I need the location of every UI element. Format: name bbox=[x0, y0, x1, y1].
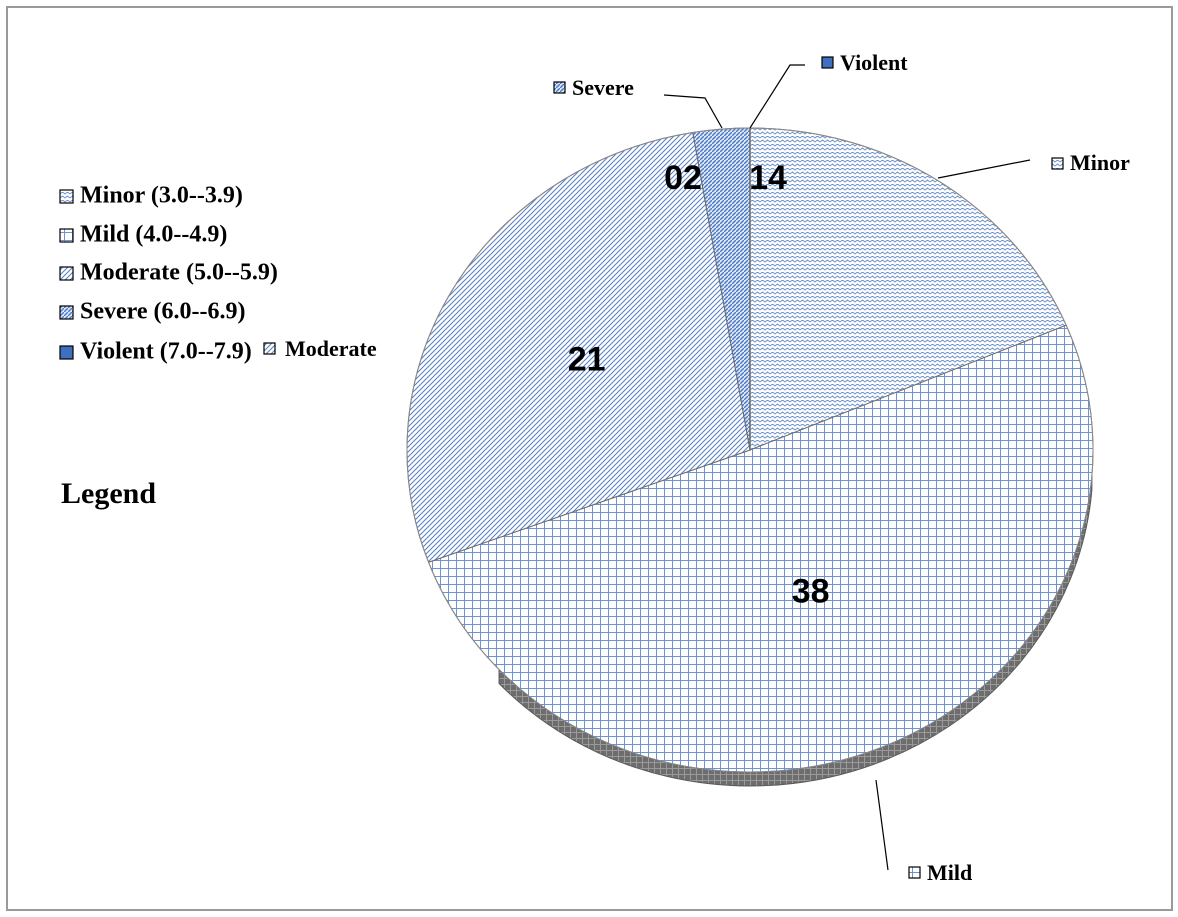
pie-layer bbox=[406, 127, 1094, 787]
data-label-mild: 38 bbox=[792, 573, 830, 611]
callout-swatch-violent bbox=[821, 56, 834, 69]
legend-entry-severe: Severe (6.0--6.9) bbox=[80, 299, 246, 325]
data-label-severe: 02 bbox=[664, 159, 702, 197]
chart-border bbox=[6, 6, 1173, 911]
data-label-moderate: 21 bbox=[568, 340, 606, 378]
data-label-minor: 14 bbox=[749, 159, 787, 197]
legend-entry-minor: Minor (3.0--3.9) bbox=[80, 183, 243, 209]
callout-label-severe: Severe bbox=[572, 75, 634, 100]
legend-swatch-violent bbox=[59, 345, 74, 360]
callout-label-violent: Violent bbox=[840, 50, 908, 75]
legend-swatch-moderate bbox=[59, 266, 74, 281]
legend: Minor (3.0--3.9) Mild (4.0--4.9) Moderate … bbox=[59, 183, 278, 510]
legend-entry-violent: Violent (7.0--7.9) bbox=[80, 339, 252, 365]
leader-line-mild bbox=[875, 779, 889, 871]
legend-entry-mild: Mild (4.0--4.9) bbox=[80, 222, 227, 248]
callout-swatch-mild bbox=[908, 866, 921, 879]
callout-swatch-moderate bbox=[263, 342, 276, 355]
legend-title: Legend bbox=[61, 477, 156, 510]
leader-line-violent bbox=[749, 64, 805, 129]
callout-label-mild: Mild bbox=[927, 860, 972, 885]
label-layer: 14 38 21 02 Minor Mild Moderate Severe Violent bbox=[263, 50, 1130, 885]
callout-swatch-minor bbox=[1051, 157, 1064, 170]
legend-swatch-minor bbox=[59, 189, 74, 204]
leader-line-severe bbox=[663, 94, 723, 129]
callout-label-minor: Minor bbox=[1070, 150, 1130, 175]
legend-swatch-severe bbox=[59, 305, 74, 320]
callout-swatch-severe bbox=[553, 81, 566, 94]
legend-entry-moderate: Moderate (5.0--5.9) bbox=[80, 260, 278, 286]
callout-label-moderate: Moderate bbox=[285, 336, 377, 361]
legend-swatch-mild bbox=[59, 228, 74, 243]
leader-line-minor bbox=[937, 159, 1031, 179]
